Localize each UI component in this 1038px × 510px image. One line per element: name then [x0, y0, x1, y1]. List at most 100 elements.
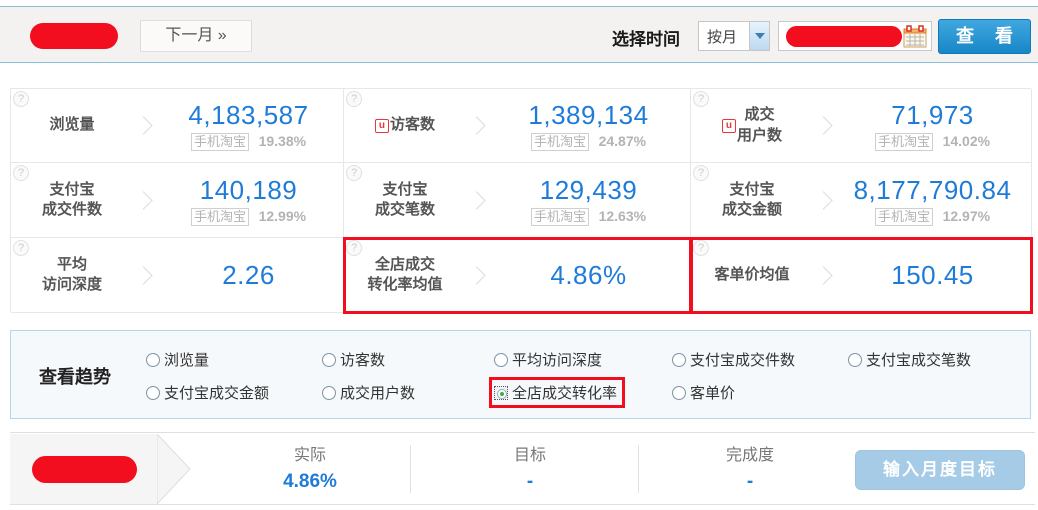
chevron-right-icon [814, 265, 833, 285]
mobile-uv-icon: u [721, 118, 736, 133]
trend-options: 浏览量 访客数 平均访问深度 支付宝成交件数 支付宝成交笔数 支付宝成交金额 成… [144, 343, 1024, 409]
period-select[interactable]: 按月 [698, 21, 770, 51]
target-value: - [526, 471, 534, 492]
stat-label: 客单价均值 [714, 265, 790, 283]
calendar-icon[interactable] [903, 25, 927, 48]
radio-label: 成交用户数 [340, 385, 416, 402]
chevron-right-icon [814, 116, 833, 135]
trend-section: 查看趋势 浏览量 访客数 平均访问深度 支付宝成交件数 支付宝成交笔数 支付宝成… [10, 330, 1031, 419]
mobile-share-value: 12.97% [942, 207, 991, 224]
radio-option-alipay-items[interactable]: 支付宝成交件数 [670, 343, 846, 376]
radio-icon[interactable] [322, 385, 336, 400]
radio-label: 客单价 [690, 385, 736, 402]
view-button[interactable]: 查 看 [938, 19, 1031, 54]
mobile-share-value: 19.38% [258, 133, 307, 149]
chevron-down-icon[interactable] [749, 22, 769, 50]
help-icon[interactable]: ? [346, 240, 362, 256]
radio-option-conversion-rate[interactable]: 全店成交转化率 [488, 376, 670, 409]
mobile-taobao-badge: 手机淘宝 [530, 207, 589, 226]
help-icon[interactable]: ? [13, 165, 29, 181]
divider [638, 445, 639, 493]
chevron-right-icon [467, 265, 486, 285]
banner-arrow-icon [157, 434, 191, 504]
chevron-right-icon [467, 190, 486, 210]
chevron-right-icon [467, 116, 486, 135]
radio-label: 全店成交转化率 [512, 385, 618, 402]
stat-cell-alipay-amount: ? 支付宝 成交金额 8,177,790.84 手机淘宝 12.97% [691, 163, 1032, 238]
stat-label: 支付宝 成交笔数 [374, 180, 435, 218]
stat-value: 150.45 [891, 259, 974, 290]
radio-selected-icon[interactable] [494, 385, 508, 400]
radio-icon[interactable] [672, 385, 686, 400]
radio-label: 支付宝成交金额 [164, 385, 270, 402]
stat-cell-pageviews: ? 浏览量 4,183,587 手机淘宝 19.38% [11, 89, 344, 163]
radio-option-alipay-amount[interactable]: 支付宝成交金额 [144, 376, 320, 409]
chevron-right-icon [134, 190, 153, 210]
help-icon[interactable]: ? [346, 165, 362, 181]
divider [410, 445, 411, 493]
redacted-current-month [30, 23, 118, 49]
radio-option-avg-depth[interactable]: 平均访问深度 [492, 343, 670, 376]
radio-label: 浏览量 [164, 352, 210, 369]
radio-icon[interactable] [494, 352, 508, 367]
stat-cell-conversion-rate: ? 全店成交 转化率均值 4.86% [343, 237, 692, 314]
help-icon[interactable]: ? [693, 165, 709, 181]
enter-monthly-goal-button[interactable]: 输入月度目标 [855, 450, 1025, 490]
mobile-share-value: 12.99% [258, 207, 307, 224]
stat-cell-avg-order-value: ? 客单价均值 150.45 [690, 237, 1033, 314]
stat-label: 支付宝 成交件数 [41, 180, 102, 218]
stat-cell-visitors: ? u 访客数 1,389,134 手机淘宝 24.87% [344, 89, 691, 163]
radio-icon[interactable] [146, 352, 160, 367]
stat-value: 4.86% [550, 259, 627, 290]
next-month-button[interactable]: 下一月 » [140, 20, 252, 52]
mobile-taobao-badge: 手机淘宝 [874, 207, 933, 226]
mobile-taobao-badge: 手机淘宝 [190, 207, 249, 226]
radio-option-visitors[interactable]: 访客数 [320, 343, 492, 376]
goal-section: 实际 4.86% 目标 - 完成度 - 输入月度目标 [10, 432, 1035, 505]
chevron-right-icon [134, 116, 153, 135]
mobile-share-value: 24.87% [598, 133, 647, 149]
goal-target-column: 目标 - [430, 441, 630, 493]
mobile-taobao-badge: 手机淘宝 [190, 133, 249, 151]
radio-option-avg-order-value[interactable]: 客单价 [670, 376, 846, 409]
stat-value: 71,973 [891, 100, 974, 130]
radio-option-pageviews[interactable]: 浏览量 [144, 343, 320, 376]
completion-value: - [746, 471, 754, 492]
completion-label: 完成度 [725, 447, 774, 464]
radio-option-buyers[interactable]: 成交用户数 [320, 376, 492, 409]
stat-cell-buyers: ? u 成交 用户数 71,973 手机淘宝 14.02% [691, 89, 1032, 163]
stat-value: 4,183,587 [188, 100, 309, 130]
help-icon[interactable]: ? [13, 91, 29, 107]
help-icon[interactable]: ? [13, 240, 29, 256]
stat-value: 1,389,134 [528, 100, 649, 130]
radio-label: 支付宝成交件数 [690, 352, 796, 369]
stat-label: u 访客数 [344, 115, 466, 135]
radio-icon[interactable] [322, 352, 336, 367]
redacted-date-value [786, 26, 902, 47]
help-icon[interactable]: ? [693, 240, 709, 256]
mobile-taobao-badge: 手机淘宝 [530, 133, 589, 151]
stat-value: 140,189 [199, 174, 298, 205]
stat-label: 平均 访问深度 [41, 255, 102, 293]
toolbar: 下一月 » 选择时间 按月 查 看 [0, 6, 1038, 63]
redacted-kpi-name [32, 456, 137, 483]
mobile-uv-icon: u [374, 118, 389, 133]
help-icon[interactable]: ? [346, 91, 362, 107]
stat-label: 全店成交 转化率均值 [367, 255, 443, 293]
mobile-taobao-badge: 手机淘宝 [874, 133, 933, 151]
radio-option-alipay-orders[interactable]: 支付宝成交笔数 [846, 343, 1024, 376]
stats-table: ? 浏览量 4,183,587 手机淘宝 19.38% ? u 访客数 1,389… [10, 88, 1033, 314]
period-select-value: 按月 [707, 28, 738, 46]
radio-label: 访客数 [340, 352, 386, 369]
radio-icon[interactable] [848, 352, 862, 367]
stat-label: 浏览量 [49, 116, 95, 134]
stat-value: 2.26 [222, 259, 275, 290]
goal-completion-column: 完成度 - [650, 441, 850, 493]
radio-icon[interactable] [672, 352, 686, 367]
time-select-label: 选择时间 [612, 30, 680, 49]
help-icon[interactable]: ? [693, 91, 709, 107]
radio-icon[interactable] [146, 385, 160, 400]
chevron-right-icon [134, 265, 153, 285]
radio-label: 平均访问深度 [512, 352, 603, 369]
